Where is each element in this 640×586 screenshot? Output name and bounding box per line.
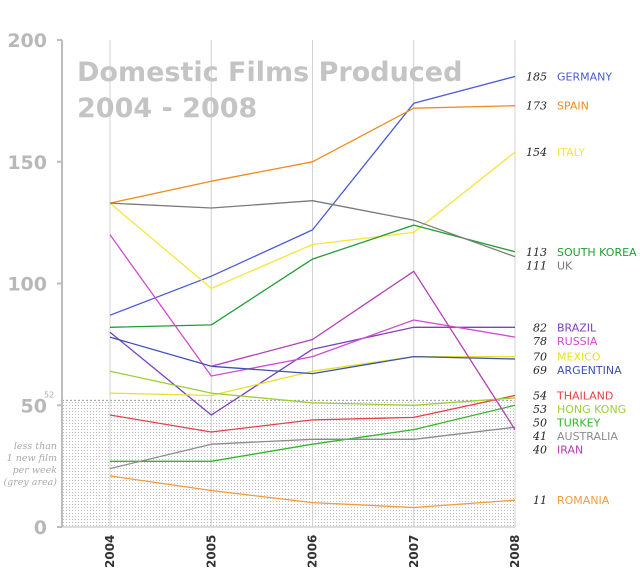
series-lines: [109, 75, 516, 509]
series-line-spain: [109, 105, 516, 204]
series-line-romania: [109, 475, 516, 509]
grey-area-note: less than 1 new film per week (grey area…: [3, 441, 57, 488]
series-value-argentina: 69: [533, 364, 547, 377]
grey-area-note-line-1: less than: [14, 441, 57, 452]
y-tick-label: 200: [7, 30, 47, 52]
series-value-iran: 40: [532, 444, 547, 457]
grey-area-note-line-2: 1 new film: [7, 453, 57, 464]
series-name-turkey: TURKEY: [556, 417, 601, 430]
threshold-label: 52: [44, 390, 54, 399]
y-axis-ticks: 0 50 100 150 200: [7, 30, 62, 539]
series-value-spain: 173: [526, 100, 547, 113]
series-line-south-korea: [109, 224, 516, 328]
series-value-brazil: 82: [533, 321, 547, 334]
series-name-spain: SPAIN: [557, 100, 589, 113]
series-line-germany: [109, 75, 516, 316]
series-value-south-korea: 113: [526, 246, 547, 259]
series-name-uk: UK: [557, 259, 573, 272]
series-name-thailand: THAILAND: [556, 390, 613, 403]
y-tick-label: 50: [21, 395, 47, 417]
series-name-australia: AUSTRALIA: [557, 430, 618, 443]
series-name-hong-kong: HONG KONG: [557, 403, 626, 416]
series-line-uk: [109, 200, 516, 258]
series-line-brazil: [109, 326, 515, 416]
chart-title-line-2: 2004 - 2008: [77, 93, 257, 124]
x-tick-label: 2005: [204, 535, 218, 568]
series-line-argentina: [109, 336, 516, 375]
series-value-germany: 185: [526, 71, 547, 84]
series-line-mexico: [109, 355, 515, 397]
x-tick-label: 2007: [407, 535, 421, 568]
series-name-brazil: BRAZIL: [557, 321, 597, 334]
x-tick-label: 2006: [306, 535, 320, 568]
series-name-mexico: MEXICO: [557, 351, 601, 364]
series-line-australia: [109, 426, 516, 470]
series-value-thailand: 54: [533, 390, 547, 403]
series-name-russia: RUSSIA: [557, 335, 598, 348]
series-name-south-korea: SOUTH KOREA: [557, 246, 637, 259]
y-tick-label: 100: [7, 274, 47, 296]
series-line-hong-kong: [109, 370, 516, 406]
series-name-iran: IRAN: [557, 444, 583, 457]
x-tick-label: 2008: [508, 535, 522, 568]
series-line-turkey: [110, 404, 516, 462]
series-line-thailand: [109, 394, 516, 433]
series-name-italy: ITALY: [557, 146, 585, 159]
y-tick-label: 0: [34, 517, 47, 539]
series-name-romania: ROMANIA: [557, 494, 610, 507]
chart-title-line-1: Domestic Films Produced: [77, 57, 462, 88]
series-value-turkey: 50: [533, 417, 547, 430]
series-name-argentina: ARGENTINA: [557, 364, 622, 377]
series-value-mexico: 70: [533, 351, 547, 364]
series-name-germany: GERMANY: [557, 71, 612, 84]
x-axis-ticks: 2004 2005 2006 2007 2008: [103, 40, 522, 568]
series-value-romania: 11: [533, 494, 547, 507]
y-tick-label: 150: [7, 152, 47, 174]
grey-area-note-line-4: (grey area): [3, 477, 57, 488]
series-line-iran: [211, 270, 516, 430]
series-value-uk: 111: [526, 259, 547, 272]
series-line-russia: [109, 234, 516, 377]
series-value-italy: 154: [526, 146, 547, 159]
x-tick-label: 2004: [103, 535, 117, 568]
series-value-russia: 78: [533, 335, 547, 348]
series-labels: 185 GERMANY 173 SPAIN 154 ITALY 113 SOUTH KOREA…: [526, 71, 637, 508]
series-value-australia: 41: [532, 430, 547, 443]
grey-area-note-line-3: per week: [13, 465, 58, 476]
series-value-hong-kong: 53: [533, 403, 547, 416]
series-line-italy: [109, 151, 516, 290]
